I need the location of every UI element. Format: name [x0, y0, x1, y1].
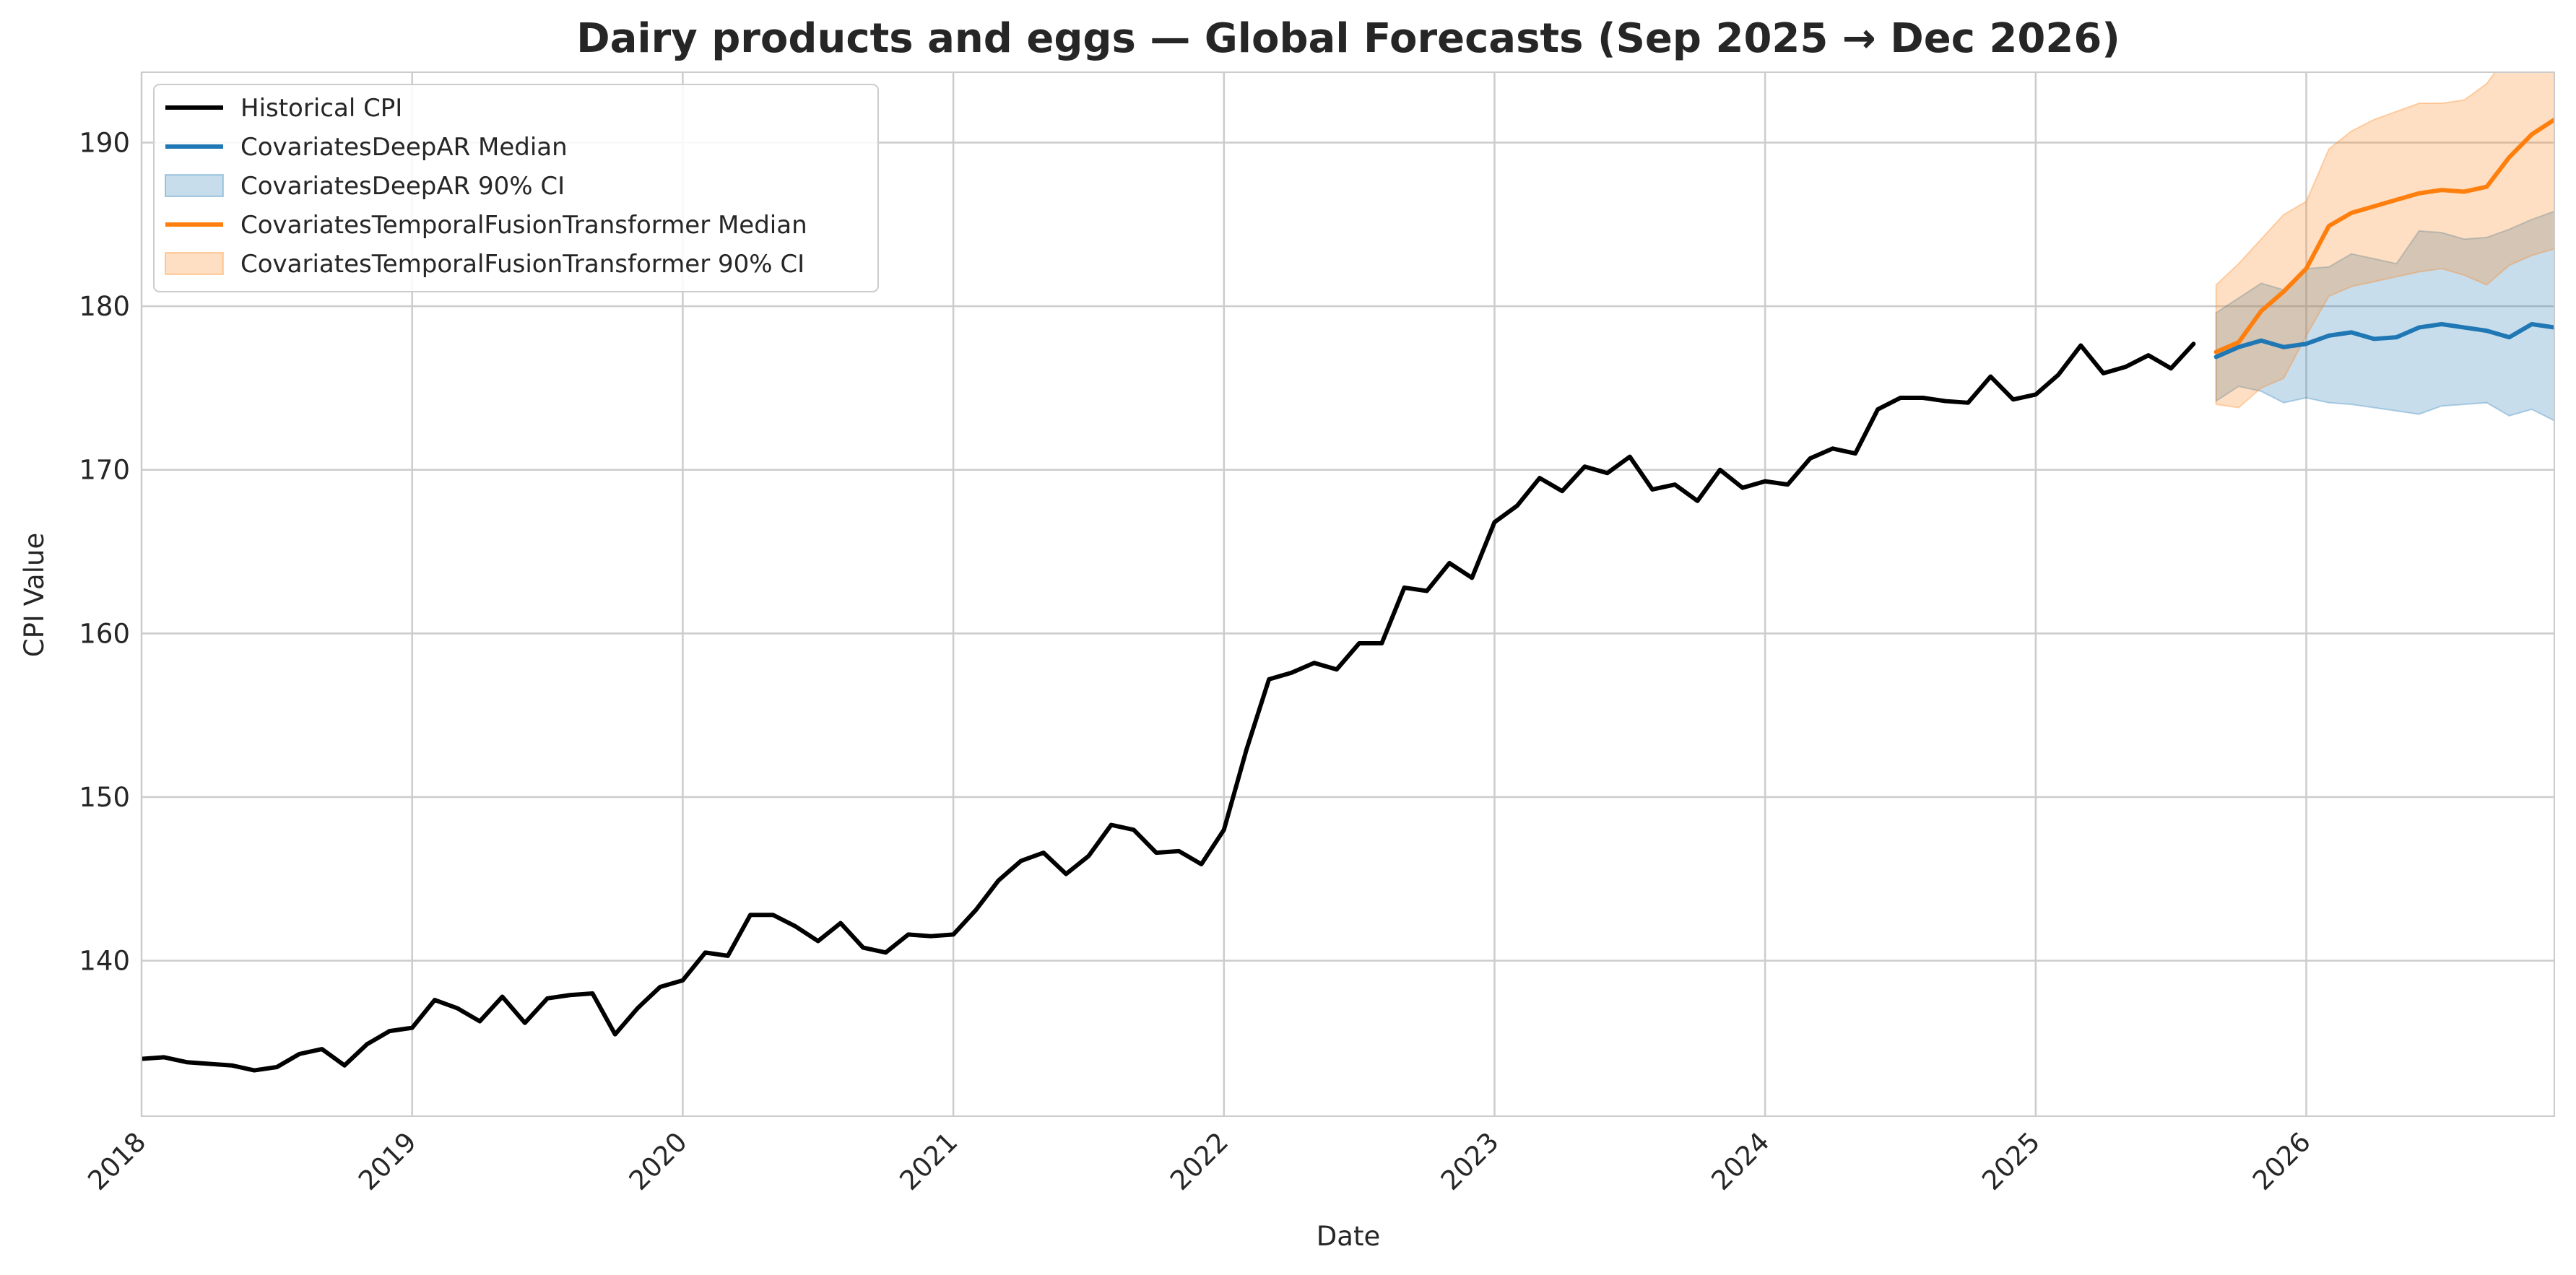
legend-box	[153, 84, 879, 292]
tft-ci-band	[2215, 72, 2554, 409]
historical-cpi-line	[142, 341, 2196, 1073]
legend-label-0: Historical CPI	[240, 94, 402, 123]
legend-label-2: CovariatesDeepAR 90% CI	[240, 172, 565, 201]
y-tick-labels: 140 150 160 170 180 190	[79, 127, 130, 976]
y-tick-label-170: 170	[79, 455, 130, 486]
y-tick-label-160: 160	[79, 618, 130, 649]
legend-label-1: CovariatesDeepAR Median	[240, 133, 568, 162]
series-lines	[142, 117, 2554, 1073]
y-axis-label: CPI Value	[19, 533, 50, 657]
legend: Historical CPI CovariatesDeepAR Median Cov…	[153, 84, 879, 292]
plot-frame	[141, 71, 2555, 1117]
chart-title: Dairy products and eggs — Global Forecas…	[576, 15, 2120, 62]
legend-swatch-4	[165, 252, 224, 275]
deepar-ci-band	[2215, 210, 2554, 422]
y-tick-label-180: 180	[79, 291, 130, 322]
legend-label-3: CovariatesTemporalFusionTransformer Medi…	[240, 211, 807, 240]
legend-items: Historical CPI CovariatesDeepAR Median Cov…	[165, 94, 807, 279]
y-tick-label-190: 190	[79, 127, 130, 158]
x-axis-label: Date	[1317, 1221, 1380, 1252]
y-tick-label-150: 150	[79, 782, 130, 813]
legend-label-4: CovariatesTemporalFusionTransformer 90% …	[240, 250, 805, 279]
legend-swatch-2	[165, 174, 224, 197]
deepar-median-line	[2213, 322, 2554, 360]
tft-median-line	[2213, 117, 2554, 354]
y-tick-label-140: 140	[79, 946, 130, 977]
ci-bands	[2215, 72, 2554, 422]
